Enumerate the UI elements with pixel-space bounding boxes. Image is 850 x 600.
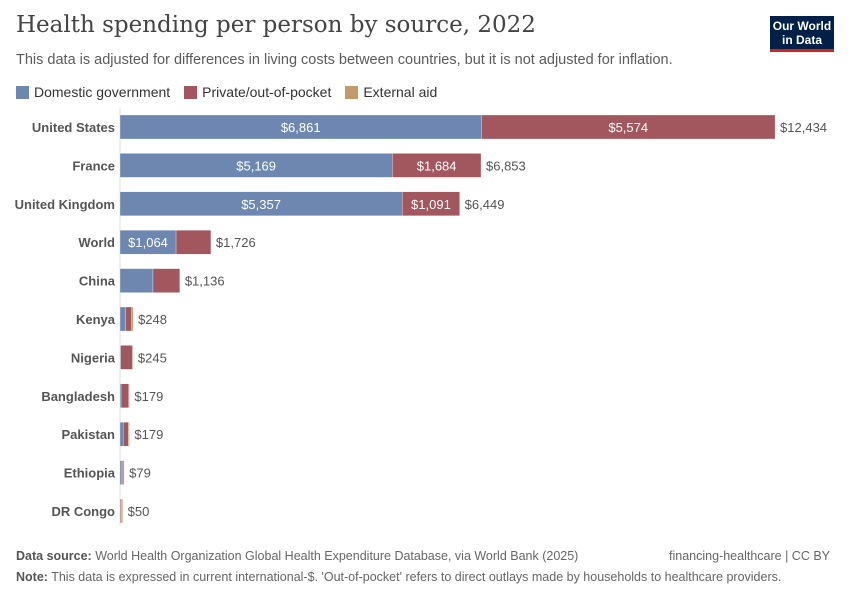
note-label: Note:: [16, 570, 48, 584]
source-text: World Health Organization Global Health …: [95, 549, 579, 563]
total-label: $245: [138, 350, 167, 365]
category-label: Bangladesh: [41, 389, 115, 404]
bar-segment: [121, 460, 124, 485]
bar-segment: [119, 383, 122, 408]
total-label: $1,726: [216, 235, 256, 250]
plot-area: United States $6,861 $5,574 $12,434 France $5…: [15, 108, 827, 525]
total-label: $6,853: [486, 158, 526, 173]
note-text: This data is expressed in current intern…: [51, 570, 782, 584]
total-label: $179: [134, 389, 163, 404]
bar-segment: [119, 460, 122, 485]
data-source: Data source: World Health Organization G…: [16, 549, 578, 563]
legend-swatch: [184, 85, 198, 99]
bar-segment: [128, 422, 130, 447]
legend: Domestic government Private/out-of-pocket…: [16, 84, 437, 100]
bar-segment: [132, 345, 134, 370]
bar-segment: [119, 422, 124, 447]
chart-subtitle: This data is adjusted for differences in…: [16, 52, 673, 68]
category-label: Pakistan: [62, 427, 116, 442]
bar-segment: [131, 306, 134, 332]
chart-title: Health spending per person by source, 20…: [16, 12, 536, 38]
category-label: Nigeria: [71, 350, 116, 365]
legend-item[interactable]: External aid: [345, 84, 437, 100]
total-label: $179: [134, 427, 163, 442]
bar-segment: [121, 498, 123, 524]
category-label: DR Congo: [51, 504, 115, 519]
bar-segment: [120, 345, 133, 370]
legend-item[interactable]: Domestic government: [16, 84, 170, 100]
total-label: $1,136: [185, 274, 225, 289]
bar-segment: [120, 383, 129, 408]
legend-swatch: [16, 85, 29, 99]
total-label: $50: [128, 504, 150, 519]
category-label: United Kingdom: [15, 197, 115, 212]
total-label: $6,449: [465, 197, 505, 212]
segment-label: $1,064: [128, 235, 168, 250]
owid-logo[interactable]: Our World in Data: [770, 16, 834, 52]
category-label: China: [79, 274, 116, 289]
segment-label: $5,574: [608, 120, 648, 135]
bar-segment: [392, 153, 482, 178]
category-label: Ethiopia: [64, 466, 116, 481]
legend-label: Private/out-of-pocket: [202, 84, 332, 100]
bar-segment: [122, 460, 125, 485]
bar-segment: [119, 306, 126, 332]
source-link[interactable]: financing-healthcare | CC BY: [669, 549, 830, 563]
category-label: Kenya: [76, 312, 116, 327]
source-label: Data source:: [16, 549, 92, 563]
bar-segment: [152, 268, 180, 293]
legend-item[interactable]: Private/out-of-pocket: [184, 84, 331, 100]
bar-segment: [119, 114, 482, 140]
bar-segment: [175, 230, 212, 255]
total-label: $248: [138, 312, 167, 327]
total-label: $79: [129, 466, 151, 481]
legend-label: Domestic government: [34, 84, 171, 100]
note: Note: This data is expressed in current …: [16, 570, 781, 584]
bar-segment: [123, 422, 129, 447]
bar-segment: [119, 268, 154, 293]
segment-label: $1,684: [417, 158, 457, 173]
category-label: United States: [32, 120, 115, 135]
bar-segment: [128, 383, 130, 408]
segment-label: $5,169: [236, 158, 276, 173]
total-label: $12,434: [780, 120, 827, 135]
category-label: World: [78, 235, 115, 250]
bar-segment: [402, 191, 460, 216]
category-label: France: [72, 158, 115, 173]
bar-segment: [119, 153, 393, 178]
legend-label: External aid: [363, 84, 438, 100]
legend-swatch: [345, 85, 359, 99]
bar-segment: [120, 498, 122, 524]
segment-label: $5,357: [241, 197, 281, 212]
bar-segment: [125, 306, 132, 332]
bar-segment: [481, 114, 776, 140]
segment-label: $6,861: [281, 120, 321, 135]
segment-label: $1,091: [411, 197, 451, 212]
